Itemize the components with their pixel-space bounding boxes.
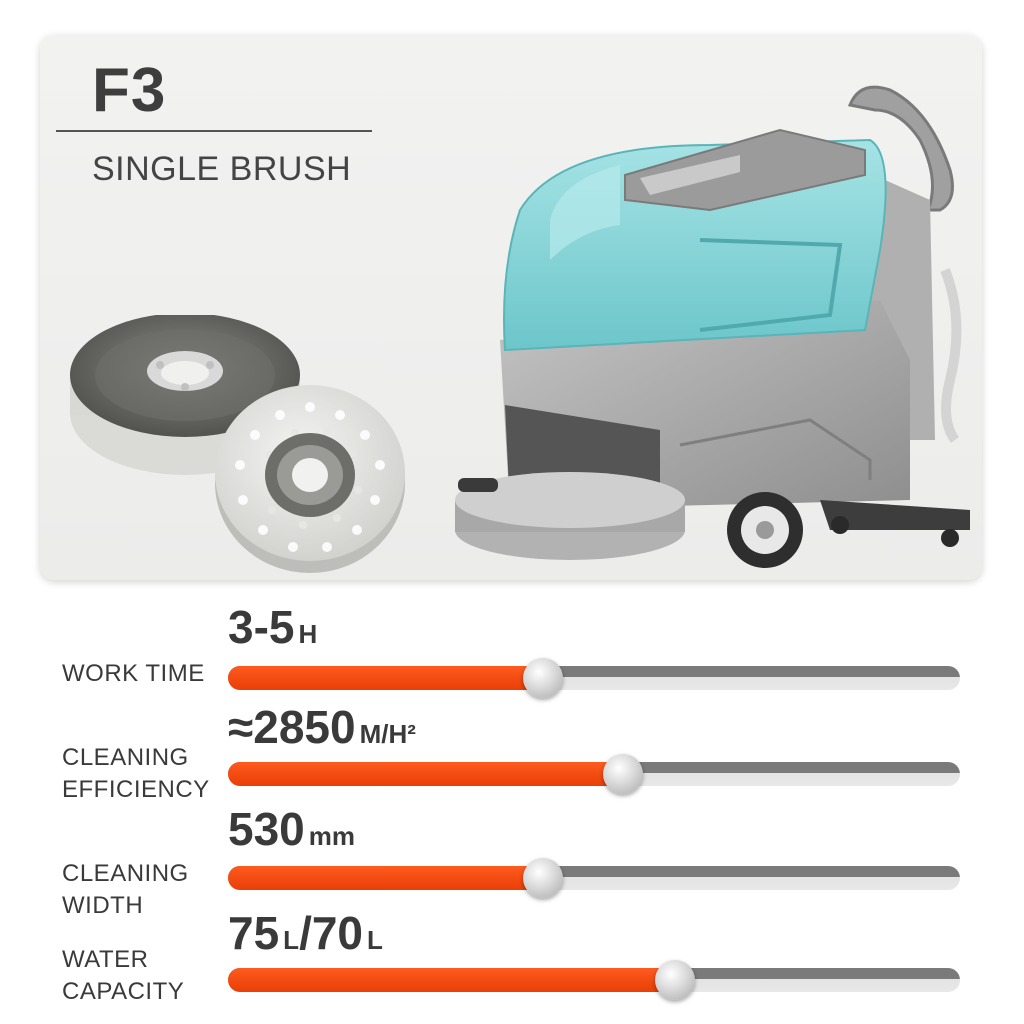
spec-slider-track [228, 754, 960, 794]
spec-label: CLEANING WIDTH [62, 858, 189, 922]
spec-value: 3-5 H [228, 600, 317, 654]
title-divider [56, 130, 372, 132]
spec-slider-knob [603, 754, 644, 794]
brush-discs-image [70, 315, 405, 573]
rear-wheel [727, 492, 803, 568]
spec-label-line: CLEANING [62, 860, 189, 887]
spec-number: 530 [228, 803, 305, 855]
spec-unit-secondary: L [367, 925, 383, 955]
spec-slider-knob [522, 658, 563, 698]
spec-number: ≈2850 [228, 701, 356, 753]
model-subtitle: SINGLE BRUSH [92, 150, 352, 188]
spec-unit: mm [308, 821, 355, 851]
spec-value: 530 mm [228, 802, 355, 856]
spec-label-line: CAPACITY [62, 978, 185, 1005]
spec-slider-knob [522, 858, 563, 898]
squeegee [820, 500, 970, 530]
spec-label: WATER CAPACITY [62, 944, 184, 1008]
spec-slider-fill [228, 968, 675, 992]
spec-number: 3-5 [228, 601, 295, 653]
spec-number-secondary: /70 [299, 907, 364, 959]
spec-label: CLEANING EFFICIENCY [62, 742, 210, 806]
spec-slider-track [228, 858, 960, 898]
spec-slider-track [228, 960, 960, 1000]
spec-number: 75 [228, 907, 280, 959]
spec-value: 75 L/70 L [228, 906, 383, 960]
spec-label-line: WIDTH [62, 892, 144, 919]
spec-unit: M/H² [359, 719, 416, 749]
product-card: F3 SINGLE BRUSH [40, 35, 982, 580]
spec-label-line: WATER [62, 946, 149, 973]
handle-bar [847, 85, 954, 212]
spec-label-line: CLEANING [62, 744, 189, 771]
model-title: F3 [92, 56, 167, 125]
floor-scrubber-image [455, 85, 970, 568]
spec-unit: L [283, 925, 300, 955]
spec-label: WORK TIME [62, 658, 205, 690]
spec-slider-fill [228, 666, 543, 690]
bristle-brush-disc [215, 385, 405, 573]
spec-slider-fill [228, 866, 543, 890]
spec-slider-knob [654, 960, 695, 1000]
spec-unit: H [298, 619, 318, 649]
spec-slider-fill [228, 762, 624, 786]
spec-label-line: WORK TIME [62, 660, 205, 687]
spec-slider-track [228, 658, 960, 698]
spec-label-line: EFFICIENCY [62, 776, 210, 803]
spec-value: ≈2850 M/H² [228, 700, 416, 754]
